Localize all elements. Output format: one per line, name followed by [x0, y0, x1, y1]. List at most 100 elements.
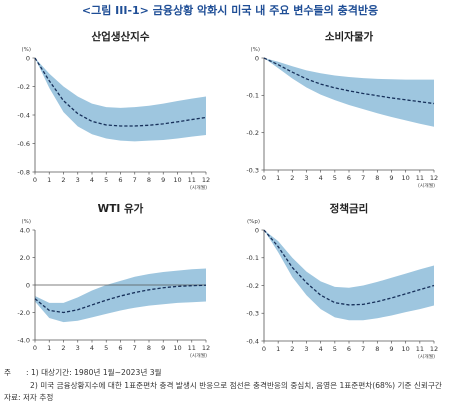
x-tick-label: 8 [147, 344, 151, 352]
y-tick-label: -0.2 [17, 83, 30, 91]
chart-panel-1: 산업생산지수(%)0-0.2-0.4-0.6-0.80 1 2 3 4 5 6 7 8 9 10 11… [17, 30, 210, 191]
x-tick-label: 6 [347, 345, 351, 353]
notes-source: 자료: 저자 추정 [4, 392, 456, 405]
x-tick-label: 8 [375, 345, 379, 353]
confidence-band [35, 268, 206, 323]
y-tick-label: 4.0 [20, 226, 30, 234]
center-line [263, 229, 435, 306]
center-line [34, 284, 207, 314]
x-tick-label: 1 [47, 176, 51, 184]
confidence-band [264, 58, 434, 127]
y-tick-label: 2.0 [20, 254, 30, 262]
chart-title: 소비자물가 [325, 30, 374, 43]
y-tick-label: -0.3 [246, 310, 259, 318]
x-tick-label: 4 [319, 174, 323, 182]
x-tick-label: 3 [76, 344, 80, 352]
x-tick-label: 10 [173, 176, 181, 184]
x-tick-label: 12 [430, 174, 438, 182]
y-tick-label: 0 [26, 54, 30, 62]
x-tick-label: 8 [375, 174, 379, 182]
y-unit-label: (%) [21, 219, 31, 225]
x-tick-label: 0 [262, 345, 266, 353]
notes-line-1: 주 : 1) 대상기간: 1980년 1월~2023년 3월 [4, 367, 456, 380]
x-unit-label: (시개월) [190, 184, 207, 191]
notes-text-1: : 1) 대상기간: 1980년 1월~2023년 3월 [26, 368, 162, 377]
chart-title: 산업생산지수 [92, 30, 150, 43]
x-tick-label: 0 [262, 174, 266, 182]
y-tick-label: -0.1 [246, 254, 259, 262]
x-tick-label: 11 [416, 345, 424, 353]
x-tick-label: 5 [333, 174, 337, 182]
x-tick-label: 1 [47, 344, 51, 352]
x-tick-label: 6 [118, 344, 122, 352]
x-tick-label: 2 [61, 344, 65, 352]
confidence-band [35, 58, 206, 142]
x-tick-label: 7 [133, 344, 137, 352]
x-tick-label: 7 [361, 174, 365, 182]
chart-title: WTI 유가 [98, 202, 144, 215]
x-tick-label: 12 [202, 176, 210, 184]
x-tick-label: 4 [319, 345, 323, 353]
x-unit-label: (시개월) [418, 353, 435, 360]
x-tick-label: 1 [276, 345, 280, 353]
x-tick-label: 3 [304, 345, 308, 353]
x-tick-label: 10 [402, 345, 410, 353]
y-tick-label: -0.6 [17, 140, 30, 148]
x-tick-label: 11 [188, 176, 196, 184]
y-tick-label: -0.8 [17, 168, 30, 176]
x-tick-label: 6 [347, 174, 351, 182]
y-unit-label: (%) [21, 47, 31, 53]
y-tick-label: -0.1 [246, 92, 259, 100]
y-tick-label: -0.3 [246, 166, 259, 174]
y-tick-label: 0 [26, 281, 30, 289]
x-tick-label: 3 [76, 176, 80, 184]
x-tick-label: 1 [276, 174, 280, 182]
y-unit-label: (%) [250, 47, 260, 53]
x-tick-label: 9 [389, 345, 393, 353]
x-tick-label: 7 [133, 176, 137, 184]
x-tick-label: 10 [173, 344, 181, 352]
x-tick-label: 9 [161, 176, 165, 184]
x-tick-label: 2 [290, 345, 294, 353]
x-tick-label: 7 [361, 345, 365, 353]
x-tick-label: 9 [389, 174, 393, 182]
confidence-band [264, 230, 434, 321]
notes-line-2: 2) 미국 금융상황지수에 대한 1표준편차 충격 발생시 반응으로 점선은 충… [4, 380, 456, 393]
y-unit-label: (%p) [247, 219, 260, 225]
notes-text-2: 2) 미국 금융상황지수에 대한 1표준편차 충격 발생시 반응으로 점선은 충… [30, 380, 442, 390]
y-tick-label: -4.0 [17, 336, 30, 344]
x-tick-label: 8 [147, 176, 151, 184]
x-tick-label: 2 [61, 176, 65, 184]
chart-panel-3: WTI 유가(%)4.02.00-2.0-4.00 1 2 3 4 5 6 7 8 9 10 11 12… [17, 202, 210, 359]
x-tick-label: 2 [290, 174, 294, 182]
x-tick-label: 12 [430, 345, 438, 353]
chart-panel-2: 소비자물가(%)0-0.1-0.2-0.30 1 2 3 4 5 6 7 8 9 10 11 12(시개… [246, 30, 438, 189]
chart-title: 정책금리 [330, 202, 369, 215]
notes-label: 주 [4, 368, 11, 377]
x-unit-label: (시개월) [190, 352, 207, 359]
x-tick-label: 0 [33, 176, 37, 184]
x-tick-label: 12 [202, 344, 210, 352]
x-tick-label: 11 [416, 174, 424, 182]
x-tick-label: 9 [161, 344, 165, 352]
y-tick-label: -0.4 [17, 111, 30, 119]
y-tick-label: -0.2 [246, 282, 259, 290]
x-tick-label: 3 [304, 174, 308, 182]
x-tick-label: 5 [333, 345, 337, 353]
x-tick-label: 4 [90, 176, 94, 184]
x-tick-label: 5 [104, 344, 108, 352]
x-tick-label: 0 [33, 344, 37, 352]
chart-panel-4: 정책금리(%p)0-0.1-0.2-0.3-0.40 1 2 3 4 5 6 7 8 9 10 11 1… [246, 202, 438, 360]
y-tick-label: -2.0 [17, 309, 30, 317]
x-tick-label: 5 [104, 176, 108, 184]
center-line [34, 57, 207, 127]
y-tick-label: -0.4 [246, 337, 259, 345]
y-tick-label: 0 [255, 226, 259, 234]
x-tick-label: 10 [402, 174, 410, 182]
figure-title: <그림 III-1> 금융상황 악화시 미국 내 주요 변수들의 충격반응 [81, 4, 379, 17]
x-unit-label: (시개월) [418, 182, 435, 189]
x-tick-label: 6 [118, 176, 122, 184]
y-tick-label: -0.2 [246, 129, 259, 137]
notes: 주 : 1) 대상기간: 1980년 1월~2023년 3월 2) 미국 금융상황… [4, 367, 456, 405]
